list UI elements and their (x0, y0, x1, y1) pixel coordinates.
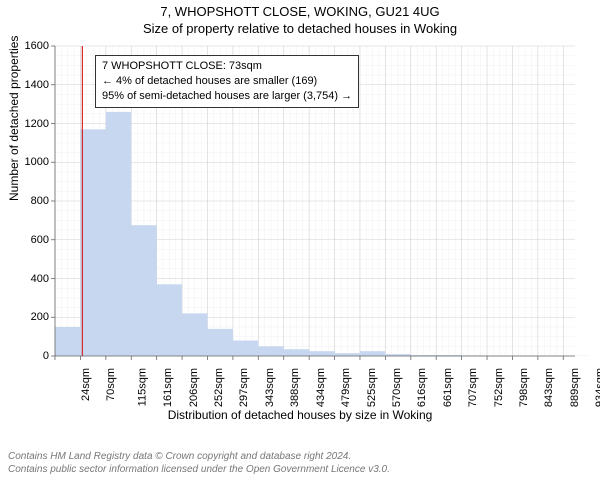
y-tick-label: 0 (9, 350, 49, 362)
histogram-bar (258, 346, 283, 356)
histogram-bar (284, 349, 309, 356)
histogram-bar (309, 351, 334, 356)
x-tick-label: 115sqm (136, 368, 148, 406)
info-line-2: ← 4% of detached houses are smaller (169… (102, 74, 352, 89)
x-tick-label: 343sqm (264, 368, 276, 407)
footer: Contains HM Land Registry data © Crown c… (0, 446, 600, 476)
x-tick-label: 206sqm (188, 368, 200, 407)
histogram-bar (335, 353, 360, 356)
x-tick-label: 525sqm (366, 368, 378, 407)
histogram-bar (182, 313, 207, 356)
x-tick-label: 707sqm (467, 368, 479, 407)
x-tick-label: 661sqm (442, 368, 454, 407)
x-tick-label: 434sqm (315, 368, 327, 407)
x-tick-label: 889sqm (569, 368, 581, 407)
histogram-bar (131, 225, 156, 356)
histogram-bar (55, 327, 80, 356)
histogram-bar (360, 351, 385, 356)
histogram-bar (207, 329, 232, 356)
y-tick-label: 400 (9, 273, 49, 285)
x-tick-label: 616sqm (417, 368, 429, 407)
chart-area: Number of detached properties Distributi… (0, 36, 600, 446)
x-tick-label: 752sqm (493, 368, 505, 407)
x-tick-label: 161sqm (162, 368, 174, 407)
histogram-bar (233, 341, 258, 357)
y-tick-label: 1000 (9, 156, 49, 168)
x-axis-label: Distribution of detached houses by size … (0, 408, 600, 422)
y-tick-label: 1600 (9, 40, 49, 52)
x-tick-label: 388sqm (289, 368, 301, 407)
info-box: 7 WHOPSHOTT CLOSE: 73sqm ← 4% of detache… (95, 55, 359, 108)
footer-line-1: Contains HM Land Registry data © Crown c… (8, 450, 592, 463)
info-line-1: 7 WHOPSHOTT CLOSE: 73sqm (102, 59, 352, 74)
histogram-bar (80, 129, 105, 356)
x-tick-label: 479sqm (340, 368, 352, 407)
x-tick-label: 934sqm (594, 368, 600, 407)
footer-line-2: Contains public sector information licen… (8, 463, 592, 476)
y-tick-label: 800 (9, 195, 49, 207)
y-tick-label: 600 (9, 234, 49, 246)
x-tick-label: 297sqm (239, 368, 251, 407)
x-tick-label: 24sqm (80, 368, 92, 401)
x-tick-label: 798sqm (518, 368, 530, 407)
histogram-bar (106, 112, 131, 356)
x-tick-label: 843sqm (544, 368, 556, 407)
y-tick-label: 1200 (9, 118, 49, 130)
y-tick-label: 200 (9, 311, 49, 323)
y-tick-label: 1400 (9, 79, 49, 91)
title-sub: Size of property relative to detached ho… (0, 21, 600, 36)
x-tick-label: 70sqm (105, 368, 117, 401)
info-line-3: 95% of semi-detached houses are larger (… (102, 89, 352, 104)
title-main: 7, WHOPSHOTT CLOSE, WOKING, GU21 4UG (0, 4, 600, 19)
x-tick-label: 570sqm (391, 368, 403, 407)
x-tick-label: 252sqm (213, 368, 225, 407)
histogram-bar (157, 284, 182, 356)
chart-titles: 7, WHOPSHOTT CLOSE, WOKING, GU21 4UG Siz… (0, 0, 600, 36)
